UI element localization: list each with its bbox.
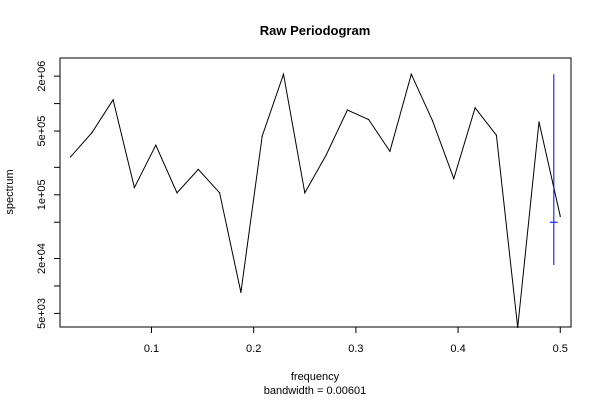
spectrum-point — [559, 215, 561, 217]
spectrum-point — [91, 132, 93, 134]
x-axis-label: frequency — [291, 371, 340, 383]
y-axis-label: spectrum — [4, 169, 16, 214]
spectrum-point — [325, 154, 327, 157]
spectrum-point — [410, 73, 412, 75]
spectrum-point — [538, 121, 540, 123]
spectrum-point — [304, 192, 306, 194]
spectrum-point — [431, 120, 434, 122]
spectrum-point — [69, 156, 72, 158]
x-tick-label: 0.5 — [553, 343, 568, 355]
spectrum-point — [282, 73, 285, 75]
spectrum-point — [133, 186, 136, 189]
y-tick-label: 2e+06 — [36, 61, 48, 92]
y-tick-label: 5e+03 — [36, 298, 48, 329]
spectrum-point — [517, 326, 519, 329]
bandwidth-label: bandwidth = 0.00601 — [264, 385, 366, 397]
chart-title: Raw Periodogram — [260, 23, 371, 38]
x-tick-label: 0.3 — [348, 343, 363, 355]
spectrum-point — [155, 144, 157, 146]
spectrum-point — [261, 135, 263, 137]
spectrum-point — [176, 192, 178, 194]
x-axis: 0.1 0.2 0.3 0.4 0.5 — [144, 327, 568, 355]
spectrum-point — [453, 178, 455, 180]
spectrum-point — [112, 99, 114, 101]
plot-frame — [59, 57, 572, 328]
confidence-interval — [549, 74, 558, 265]
y-tick-label: 5e+05 — [36, 116, 48, 147]
spectrum-point — [389, 150, 391, 152]
spectrum-point — [240, 291, 242, 294]
spectrum-point — [219, 192, 221, 194]
y-tick-label: 2e+04 — [36, 243, 48, 274]
spectrum-point — [474, 107, 476, 109]
x-tick-label: 0.1 — [144, 343, 159, 355]
y-tick-label: 1e+05 — [36, 179, 48, 210]
series-layer — [69, 72, 561, 329]
x-tick-label: 0.4 — [450, 343, 465, 355]
y-axis: 5e+03 2e+04 1e+05 5e+05 2e+06 — [36, 61, 60, 329]
spectrum-point — [368, 118, 370, 121]
spectrum-point — [197, 168, 199, 170]
spectrum-point — [346, 109, 348, 111]
spectrum-line — [70, 72, 561, 328]
x-tick-label: 0.2 — [246, 343, 261, 355]
spectrum-point — [495, 134, 497, 136]
